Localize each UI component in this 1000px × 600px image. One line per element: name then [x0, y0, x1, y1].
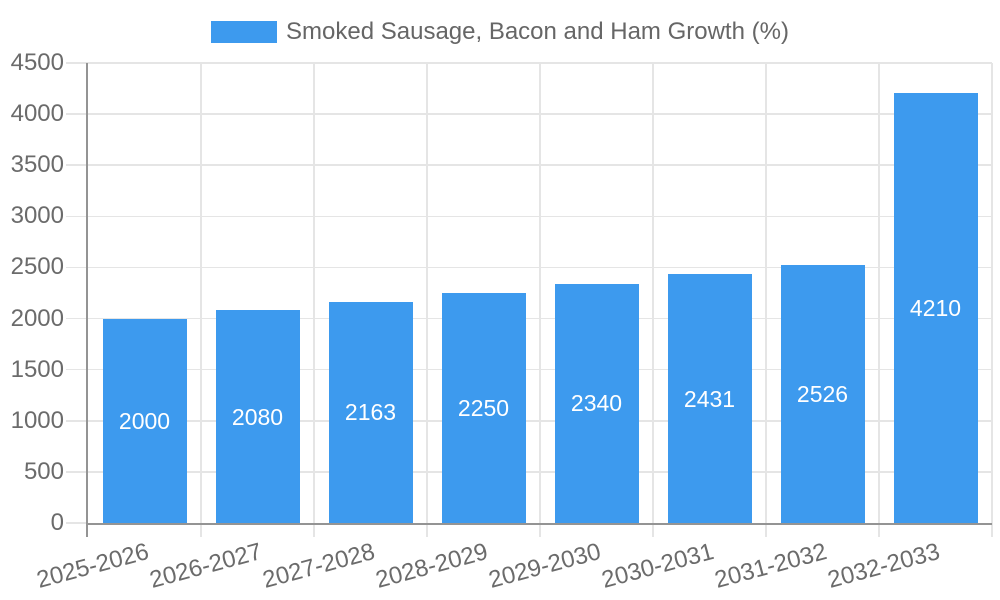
y-tick: [66, 113, 88, 115]
y-axis-tick-label: 4000: [10, 100, 64, 128]
legend-label: Smoked Sausage, Bacon and Ham Growth (%): [286, 18, 789, 45]
y-axis-tick-label: 4500: [10, 49, 64, 76]
v-gridline: [765, 63, 767, 537]
y-axis-tick-label: 2500: [10, 253, 64, 281]
y-tick: [66, 368, 88, 371]
bar: [441, 293, 526, 523]
bar: [780, 264, 865, 523]
v-gridline: [200, 63, 202, 537]
y-axis-tick-label: 1000: [10, 406, 64, 434]
y-axis-tick-label: 3000: [10, 202, 64, 230]
v-gridline: [991, 63, 993, 537]
y-axis-tick-label: 1500: [10, 355, 64, 383]
bar-value-label: 2431: [683, 385, 736, 412]
y-axis-line: [86, 63, 88, 537]
y-tick: [66, 62, 88, 64]
y-tick: [66, 266, 88, 269]
y-tick: [66, 215, 88, 218]
y-axis-tick-label: 2000: [10, 304, 64, 332]
bar: [215, 310, 300, 523]
y-axis-tick-label: 3500: [10, 151, 64, 179]
chart-legend[interactable]: Smoked Sausage, Bacon and Ham Growth (%): [0, 17, 1000, 47]
y-tick: [66, 317, 88, 320]
y-axis-tick-label: 0: [50, 509, 64, 536]
bar-value-label: 2000: [118, 407, 171, 434]
y-tick: [66, 471, 88, 473]
bar: [102, 318, 187, 523]
bar: [328, 301, 413, 523]
legend-swatch: [211, 21, 278, 43]
bar-value-label: 2250: [457, 395, 510, 421]
v-gridline: [878, 63, 880, 537]
bar: [554, 283, 639, 523]
v-gridline: [539, 63, 541, 537]
bar: [667, 274, 752, 523]
y-axis-tick-label: 500: [23, 457, 64, 485]
bar: [893, 92, 978, 523]
v-gridline: [313, 63, 315, 537]
y-tick: [66, 420, 88, 422]
y-tick: [66, 522, 88, 524]
bar-value-label: 2526: [796, 380, 849, 407]
bar-value-label: 2080: [231, 403, 284, 430]
bar-value-label: 4210: [909, 294, 962, 321]
v-gridline: [426, 63, 428, 537]
y-tick: [66, 164, 88, 166]
bar-value-label: 2163: [344, 399, 397, 426]
bar-value-label: 2340: [570, 390, 623, 417]
v-gridline: [652, 63, 654, 537]
x-axis-line: [88, 523, 992, 525]
